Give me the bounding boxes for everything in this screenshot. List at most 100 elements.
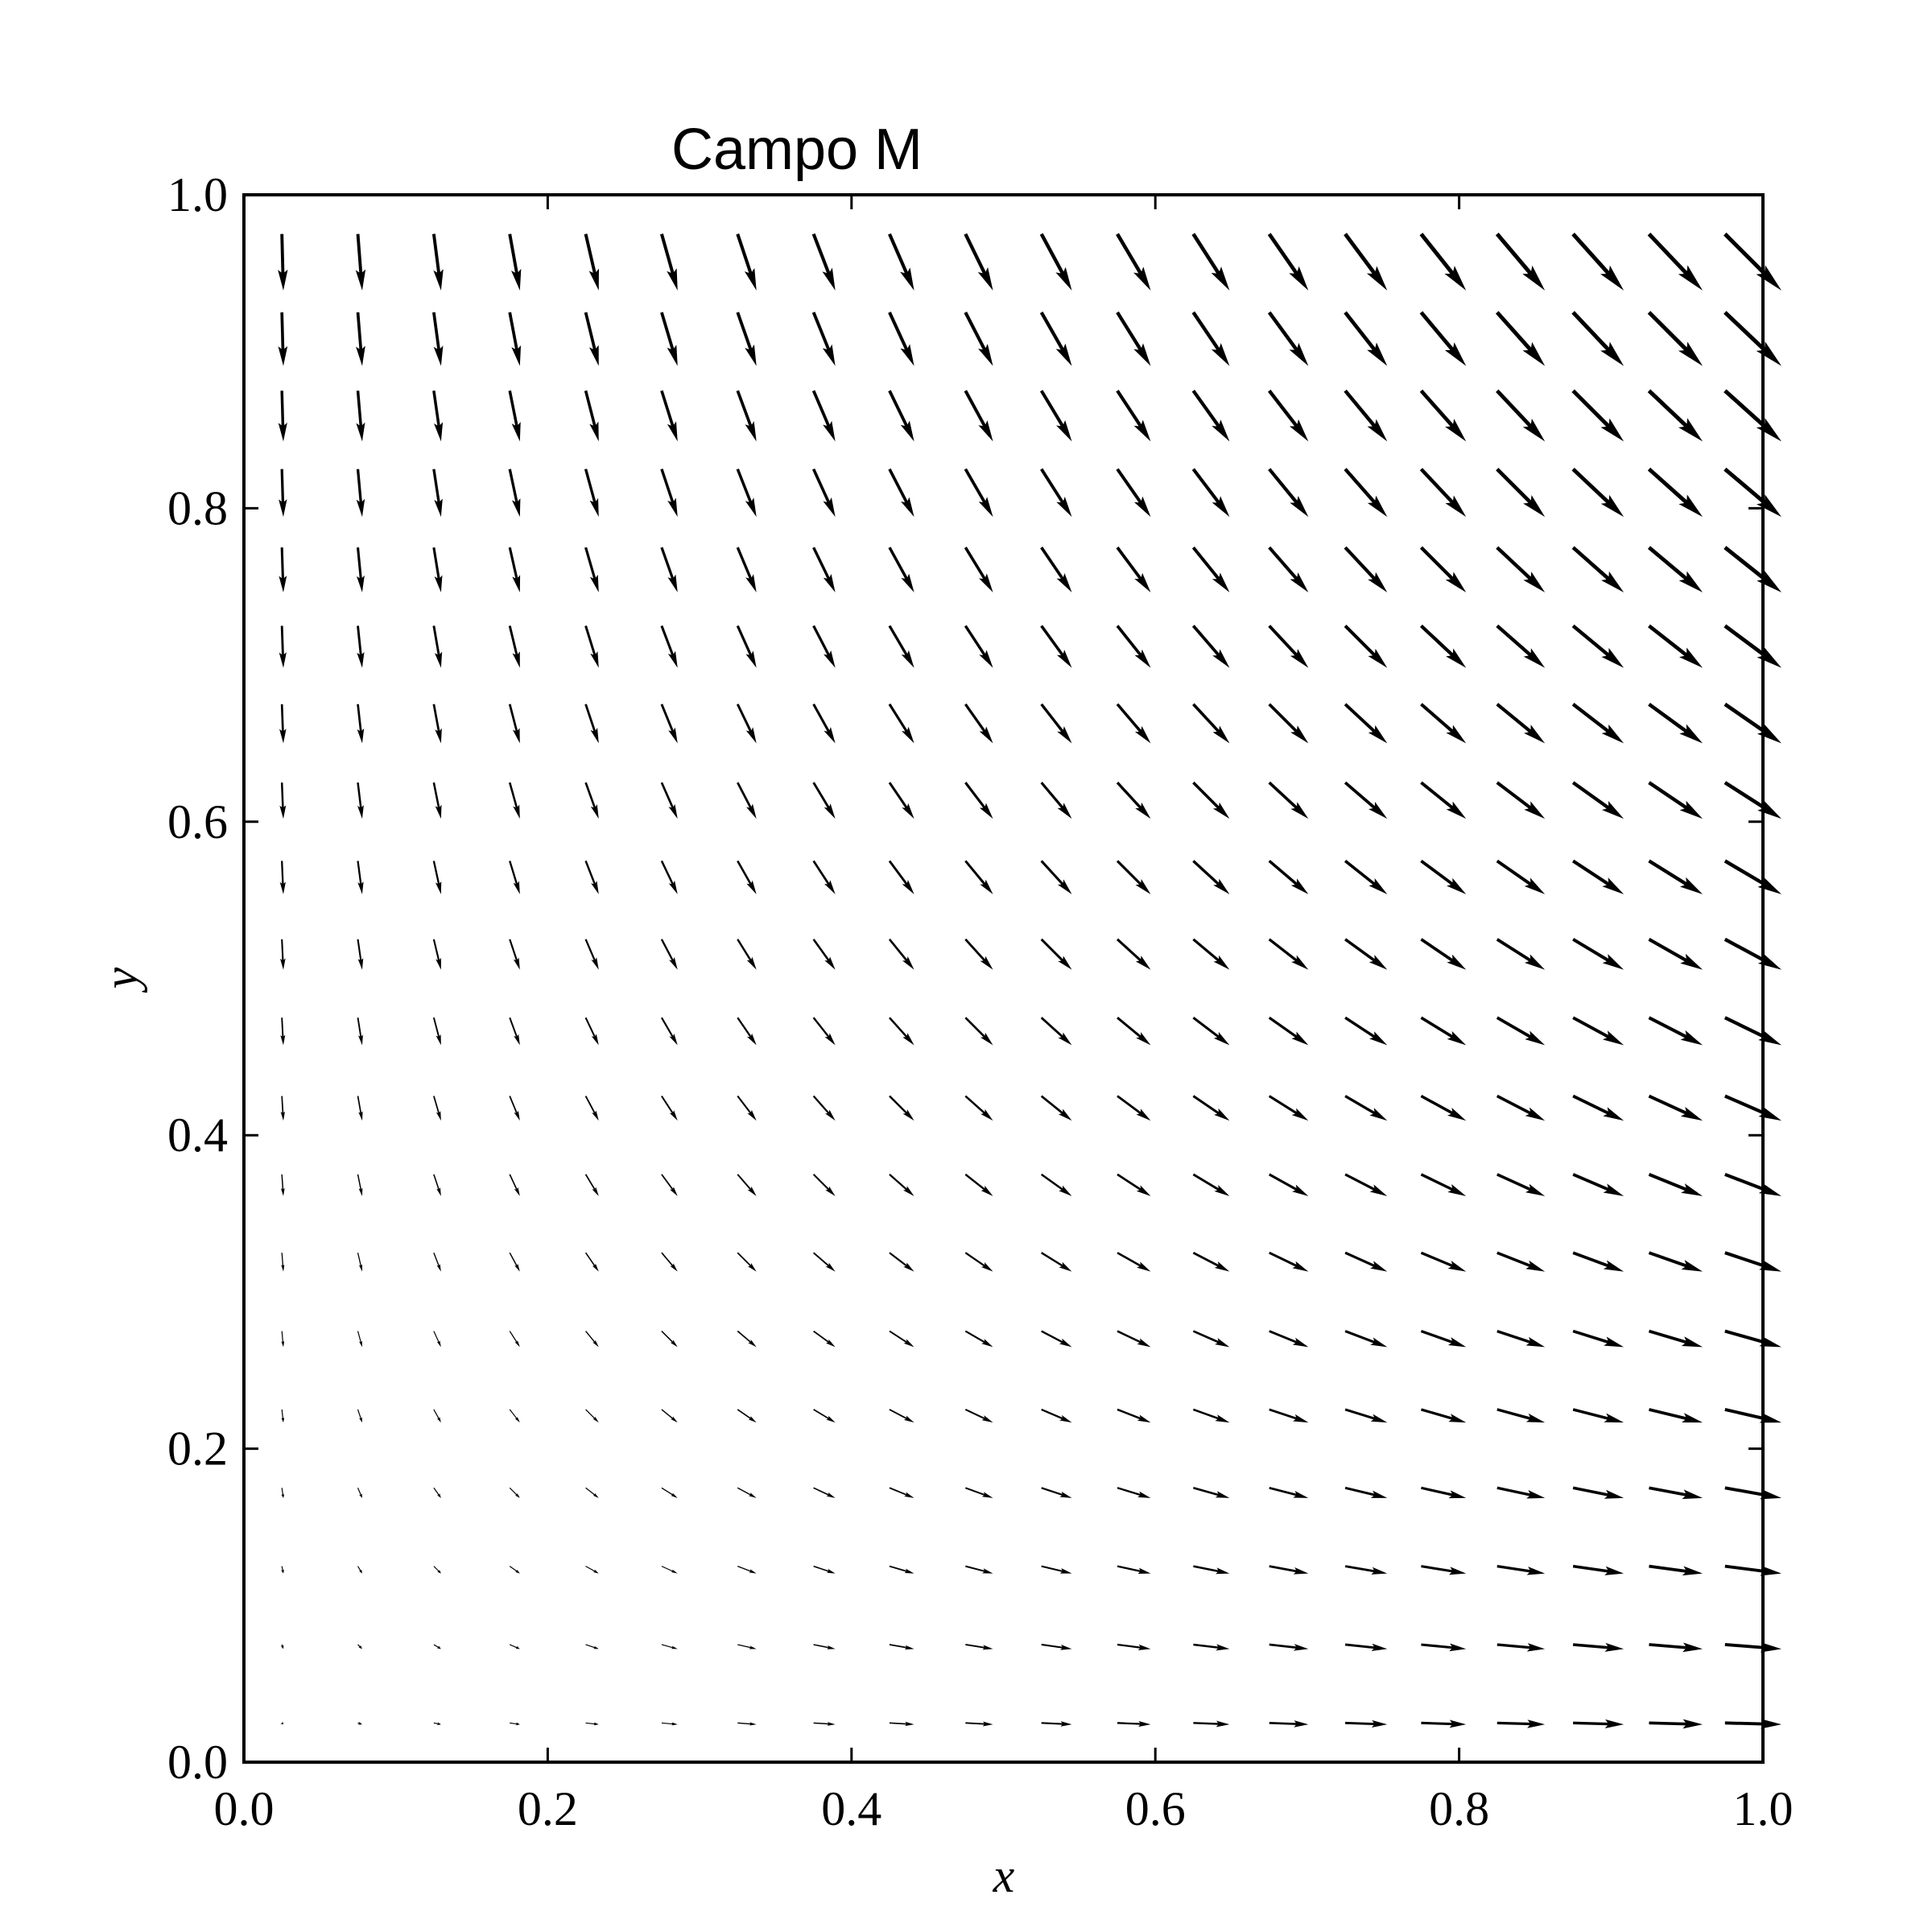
quiver-arrow xyxy=(433,1722,441,1726)
quiver-arrow xyxy=(888,547,914,592)
quiver-arrow-shape xyxy=(1420,1094,1467,1121)
quiver-arrow xyxy=(509,1096,520,1121)
quiver-arrow-shape xyxy=(1116,703,1151,744)
quiver-arrow-shape xyxy=(1647,311,1703,366)
quiver-arrow-shape xyxy=(357,1018,363,1046)
quiver-arrow-shape xyxy=(508,469,521,518)
quiver-arrow-shape xyxy=(1571,467,1624,518)
quiver-arrow-shape xyxy=(1724,1407,1782,1423)
quiver-arrow-shape xyxy=(1496,1016,1546,1046)
quiver-arrow-shape xyxy=(1192,938,1230,970)
quiver-arrow-shape xyxy=(584,1174,599,1196)
quiver-arrow-shape xyxy=(509,1174,520,1196)
quiver-arrow xyxy=(433,1487,441,1498)
quiver-arrow xyxy=(1496,1408,1546,1423)
quiver-arrow-shape xyxy=(1496,1643,1546,1652)
quiver-arrow xyxy=(964,547,993,592)
quiver-arrow xyxy=(1192,1095,1230,1121)
quiver-arrow xyxy=(1192,1016,1230,1046)
quiver-arrow xyxy=(1724,232,1782,291)
quiver-arrow-shape xyxy=(1117,1643,1151,1651)
quiver-arrow-shape xyxy=(356,312,365,366)
quiver-arrow xyxy=(279,861,286,894)
quiver-arrow xyxy=(584,1017,599,1046)
quiver-arrow-shape xyxy=(1724,937,1782,970)
quiver-arrow-shape xyxy=(281,1566,284,1574)
quiver-arrow xyxy=(1040,938,1072,970)
quiver-arrow xyxy=(584,547,599,592)
quiver-arrow xyxy=(1040,547,1072,592)
quiver-arrow-shape xyxy=(433,1252,441,1272)
quiver-arrow-shape xyxy=(1041,1643,1072,1650)
quiver-arrow xyxy=(1420,1251,1467,1272)
quiver-arrow xyxy=(584,861,599,894)
quiver-arrow-shape xyxy=(1572,1329,1624,1348)
quiver-arrow xyxy=(1268,468,1309,518)
quiver-arrow-shape xyxy=(1344,1173,1388,1196)
quiver-arrow-shape xyxy=(1117,1330,1151,1348)
quiver-arrow xyxy=(1117,1720,1151,1728)
quiver-arrow xyxy=(1724,1251,1782,1272)
quiver-arrow xyxy=(432,704,442,744)
quiver-arrow-shape xyxy=(811,312,836,366)
quiver-arrow-shape xyxy=(1496,1251,1546,1272)
quiver-arrow-shape xyxy=(737,1252,757,1272)
quiver-arrow xyxy=(1496,468,1546,518)
quiver-arrow xyxy=(1648,1251,1703,1272)
quiver-arrow xyxy=(357,861,364,894)
quiver-arrow xyxy=(1724,1564,1782,1576)
quiver-arrow-shape xyxy=(1724,624,1782,668)
quiver-arrow-shape xyxy=(1648,781,1703,819)
quiver-arrow-shape xyxy=(280,1174,285,1196)
quiver-arrow xyxy=(1724,859,1782,894)
quiver-arrow xyxy=(1649,1486,1703,1500)
quiver-arrow-shape xyxy=(661,1095,678,1121)
quiver-arrow-shape xyxy=(1344,781,1388,819)
quiver-arrow xyxy=(1495,311,1546,366)
quiver-arrow xyxy=(280,1644,284,1649)
quiver-arrow-shape xyxy=(584,233,599,291)
quiver-arrow-shape xyxy=(1268,1016,1309,1046)
quiver-arrow-shape xyxy=(660,782,678,819)
quiver-arrow-shape xyxy=(964,860,993,894)
x-tick-label: 0.2 xyxy=(518,1782,578,1835)
quiver-arrow xyxy=(661,1487,678,1498)
quiver-arrow xyxy=(1117,1330,1151,1348)
quiver-arrow-shape xyxy=(1193,1643,1230,1651)
quiver-arrow-shape xyxy=(1420,1408,1467,1423)
quiver-arrow xyxy=(584,233,599,291)
quiver-arrow-shape xyxy=(1268,468,1309,518)
quiver-arrow xyxy=(1421,1643,1467,1652)
quiver-arrow xyxy=(1419,311,1467,366)
quiver-arrow xyxy=(432,390,444,442)
quiver-arrow xyxy=(964,782,993,819)
quiver-arrow xyxy=(1268,1016,1309,1046)
quiver-arrow xyxy=(357,1331,362,1348)
quiver-arrow xyxy=(1344,389,1388,442)
quiver-arrow xyxy=(1269,1251,1309,1272)
quiver-arrow-shape xyxy=(509,1331,520,1348)
quiver-arrow-shape xyxy=(889,1644,914,1650)
quiver-arrow-shape xyxy=(508,704,520,744)
quiver-arrow-shape xyxy=(812,1095,836,1121)
quiver-arrow-shape xyxy=(1116,625,1151,668)
quiver-arrow xyxy=(1116,468,1151,518)
quiver-arrow-shape xyxy=(1724,1564,1782,1576)
quiver-arrow xyxy=(888,860,914,894)
quiver-arrow xyxy=(1496,1719,1546,1728)
quiver-arrow-shape xyxy=(1420,1330,1467,1348)
quiver-arrow xyxy=(965,1721,993,1727)
quiver-arrow xyxy=(1495,233,1546,291)
quiver-arrow-shape xyxy=(1572,1408,1624,1423)
quiver-arrow xyxy=(813,1330,836,1348)
quiver-arrow xyxy=(1344,311,1388,366)
quiver-arrow xyxy=(1420,1016,1467,1046)
x-tick-label: 1.0 xyxy=(1733,1782,1794,1835)
quiver-arrow xyxy=(888,782,914,819)
quiver-arrow xyxy=(736,704,757,744)
quiver-arrow xyxy=(1647,311,1703,366)
quiver-arrow xyxy=(1344,233,1388,291)
quiver-arrow xyxy=(1572,1329,1624,1348)
quiver-arrow-shape xyxy=(357,1409,362,1423)
quiver-arrow-shape xyxy=(888,860,914,894)
